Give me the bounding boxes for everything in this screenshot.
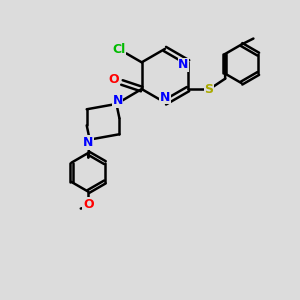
Text: N: N — [112, 94, 123, 107]
Text: N: N — [160, 91, 170, 103]
Text: N: N — [178, 58, 189, 71]
Text: O: O — [108, 73, 119, 86]
Text: S: S — [204, 82, 213, 96]
Text: O: O — [83, 198, 94, 211]
Text: N: N — [83, 136, 94, 149]
Text: Cl: Cl — [112, 43, 125, 56]
